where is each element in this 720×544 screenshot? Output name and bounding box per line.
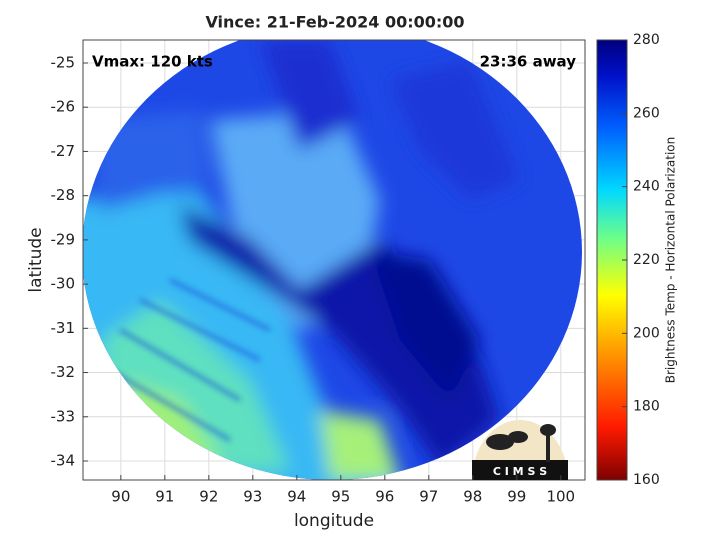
y-tick-label: -25 — [51, 53, 76, 71]
y-tick-label: -34 — [51, 451, 76, 469]
colorbar-tick-label: 280 — [633, 32, 660, 48]
colorbar-tick-label: 260 — [633, 105, 660, 121]
away-label: 23:36 away — [480, 53, 577, 71]
y-tick-label: -26 — [51, 98, 76, 116]
x-axis-label: longitude — [294, 511, 374, 531]
title: Vince: 21-Feb-2024 00:00:00 — [205, 13, 464, 32]
y-tick-label: -30 — [51, 275, 76, 293]
x-tick-label: 95 — [331, 488, 350, 506]
x-tick-label: 98 — [463, 488, 482, 506]
x-tick-label: 94 — [287, 488, 306, 506]
x-tick-label: 93 — [243, 488, 262, 506]
colorbar-tick-label: 180 — [633, 399, 660, 415]
x-tick-label: 100 — [546, 488, 575, 506]
y-tick-label: -31 — [51, 319, 76, 337]
vmax-label: Vmax: 120 kts — [92, 53, 213, 71]
colorbar-tick-label: 240 — [633, 179, 660, 195]
logo-text: C I M S S — [493, 465, 547, 478]
x-tick-label: 91 — [155, 488, 174, 506]
x-tick-label: 92 — [199, 488, 218, 506]
y-axis-label: latitude — [26, 227, 46, 292]
colorbar-label: Brightness Temp - Horizontal Polarizatio… — [664, 137, 678, 384]
colorbar-tick-label: 220 — [633, 252, 660, 268]
x-tick-label: 96 — [375, 488, 394, 506]
colorbar-tick-label: 200 — [633, 325, 660, 341]
y-tick-label: -29 — [51, 230, 76, 248]
x-tick-label: 97 — [419, 488, 438, 506]
y-tick-label: -28 — [51, 186, 76, 204]
y-tick-label: -27 — [51, 142, 76, 160]
y-tick-label: -33 — [51, 407, 76, 425]
x-tick-label: 90 — [111, 488, 130, 506]
x-tick-label: 99 — [507, 488, 526, 506]
y-tick-label: -32 — [51, 363, 76, 381]
logo: C I M S S — [472, 420, 568, 480]
plot-frame — [82, 39, 586, 481]
colorbar-tick-label: 160 — [633, 472, 660, 488]
